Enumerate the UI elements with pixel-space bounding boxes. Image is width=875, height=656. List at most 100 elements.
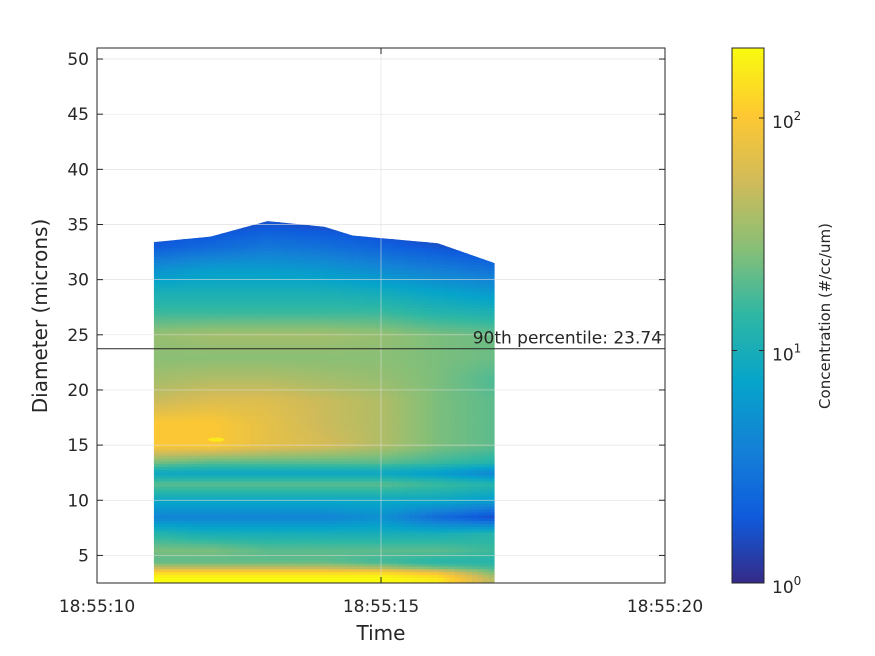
heatmap-cell xyxy=(182,526,189,530)
heatmap-cell xyxy=(295,440,303,445)
heatmap-cell xyxy=(352,381,359,385)
heatmap-cell xyxy=(295,429,303,433)
heatmap-cell xyxy=(363,517,371,522)
heatmap-cell xyxy=(159,548,166,553)
heatmap-cell xyxy=(170,497,178,502)
heatmap-cell xyxy=(341,273,348,277)
heatmap-cell xyxy=(358,264,365,269)
heatmap-cell xyxy=(221,469,229,473)
heatmap-cell xyxy=(335,253,342,257)
heatmap-cell xyxy=(176,520,183,524)
heatmap-cell xyxy=(182,381,189,385)
heatmap-cell xyxy=(165,540,172,544)
heatmap-cell xyxy=(193,497,200,502)
heatmap-cell xyxy=(318,466,325,470)
heatmap-cell xyxy=(341,247,348,252)
heatmap-cell xyxy=(256,466,263,470)
heatmap-cell xyxy=(204,457,212,462)
heatmap-cell xyxy=(312,335,320,340)
heatmap-cell xyxy=(363,409,371,414)
heatmap-cell xyxy=(307,511,314,516)
heatmap-cell xyxy=(329,310,337,314)
heatmap-cell xyxy=(187,440,195,445)
heatmap-cell xyxy=(324,534,331,539)
heatmap-cell xyxy=(210,247,217,252)
heatmap-cell xyxy=(182,531,189,536)
heatmap-cell xyxy=(284,278,291,283)
heatmap-cell xyxy=(273,312,280,317)
heatmap-cell xyxy=(352,568,359,573)
heatmap-cell xyxy=(250,239,257,243)
heatmap-cell xyxy=(233,497,240,502)
heatmap-cell xyxy=(210,361,217,365)
heatmap-cell xyxy=(193,466,200,470)
heatmap-cell xyxy=(182,486,189,490)
heatmap-cell xyxy=(261,480,268,485)
heatmap-cell xyxy=(307,455,314,459)
heatmap-cell xyxy=(204,355,212,360)
heatmap-cell xyxy=(159,429,166,433)
heatmap-cell xyxy=(187,537,195,541)
heatmap-cell xyxy=(301,284,308,288)
heatmap-cell xyxy=(216,261,223,266)
heatmap-cell xyxy=(153,398,161,402)
heatmap-cell xyxy=(256,406,263,411)
heatmap-cell xyxy=(346,506,354,510)
heatmap-cell xyxy=(278,548,286,553)
heatmap-cell xyxy=(341,517,348,522)
heatmap-cell xyxy=(159,327,166,331)
heatmap-cell xyxy=(199,341,206,345)
heatmap-cell xyxy=(210,520,217,524)
heatmap-cell xyxy=(159,349,166,354)
heatmap-cell xyxy=(329,568,337,573)
heatmap-cell xyxy=(318,358,325,362)
heatmap-cell xyxy=(324,477,331,482)
heatmap-cell xyxy=(182,330,189,334)
heatmap-cell xyxy=(221,412,229,416)
heatmap-cell xyxy=(363,369,371,374)
heatmap-cell xyxy=(221,563,229,567)
heatmap-cell xyxy=(187,287,195,291)
heatmap-cell xyxy=(301,537,308,541)
heatmap-cell xyxy=(318,571,325,576)
heatmap-cell xyxy=(216,520,223,524)
heatmap-cell xyxy=(227,247,234,252)
heatmap-cell xyxy=(153,264,161,269)
heatmap-cell xyxy=(329,554,337,559)
heatmap-cell xyxy=(250,480,257,485)
heatmap-cell xyxy=(329,372,337,377)
heatmap-cell xyxy=(352,258,359,263)
heatmap-cell xyxy=(216,247,223,252)
heatmap-cell xyxy=(227,565,234,570)
heatmap-cell xyxy=(318,276,325,280)
heatmap-cell xyxy=(256,381,263,385)
heatmap-cell xyxy=(352,241,359,246)
heatmap-cell xyxy=(329,483,337,487)
heatmap-cell xyxy=(199,528,206,533)
heatmap-cell xyxy=(216,312,223,317)
heatmap-cell xyxy=(341,401,348,405)
heatmap-cell xyxy=(256,455,263,459)
heatmap-cell xyxy=(363,330,371,334)
heatmap-cell xyxy=(239,304,246,308)
heatmap-cell xyxy=(221,273,229,277)
heatmap-cell xyxy=(182,256,189,260)
heatmap-cell xyxy=(312,227,320,232)
heatmap-cell xyxy=(267,287,274,291)
heatmap-cell xyxy=(227,301,234,306)
heatmap-cell xyxy=(256,457,263,462)
heatmap-cell xyxy=(369,466,376,470)
heatmap-cell xyxy=(335,577,342,581)
heatmap-cell xyxy=(187,389,195,394)
heatmap-cell xyxy=(250,327,257,331)
heatmap-cell xyxy=(233,543,240,547)
heatmap-cell xyxy=(290,239,297,243)
heatmap-cell xyxy=(267,290,274,294)
heatmap-cell xyxy=(301,338,308,342)
heatmap-cell xyxy=(273,554,280,559)
heatmap-cell xyxy=(193,338,200,342)
heatmap-cell xyxy=(273,409,280,414)
heatmap-cell xyxy=(210,372,217,377)
heatmap-cell xyxy=(295,406,303,411)
heatmap-cell xyxy=(312,509,320,513)
